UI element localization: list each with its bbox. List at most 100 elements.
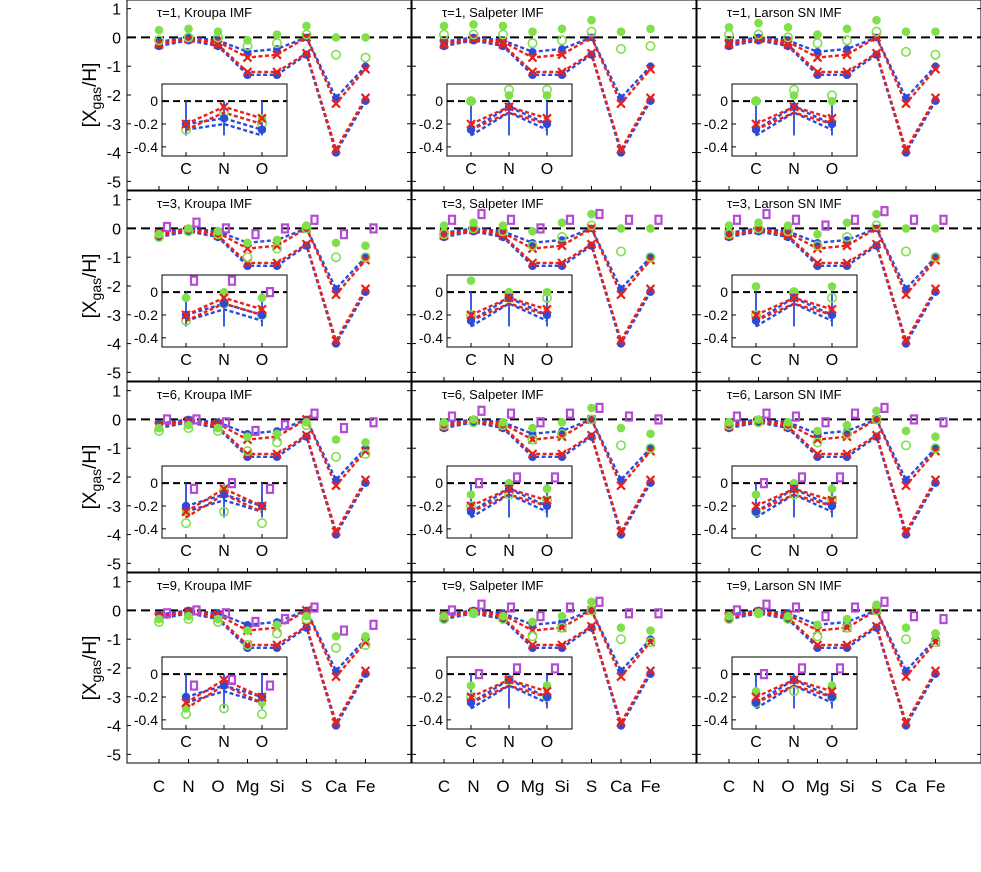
- inset-line-filled-blue: [470, 487, 548, 513]
- inset-line-filled-blue: [755, 296, 833, 322]
- inset-y-tick-label: 0: [720, 284, 728, 300]
- cross-stroke: [557, 67, 567, 77]
- data-point-open-green: [812, 38, 823, 49]
- data-point-filled-green: [842, 218, 852, 227]
- data-point-filled-green: [184, 420, 193, 430]
- data-point-blue-upper: [332, 667, 340, 675]
- inset-y-tick-label: -0.2: [134, 689, 158, 705]
- inset-line-cross-red-lower: [185, 684, 263, 710]
- data-point-blue-upper: [558, 427, 566, 435]
- cross-stroke: [527, 258, 538, 268]
- panel-3-2: τ=6, Salpeter IMF 0 -0.2 -0.4 C N O: [411, 381, 697, 573]
- blue-lower-line: [728, 612, 937, 729]
- data-point-filled-green: [361, 33, 370, 42]
- inset-x-tick-label: O: [826, 352, 838, 369]
- inset-y-tick-label: 0: [720, 666, 728, 682]
- inset-y-tick-label: -0.4: [134, 521, 158, 537]
- inset-x-tick-label: C: [750, 734, 762, 751]
- data-point-purple: [536, 417, 545, 428]
- cross-stroke: [645, 446, 656, 456]
- data-point-cross-red: [930, 475, 941, 485]
- data-point-open-green: [527, 434, 538, 445]
- inset-panel: 0 -0.2 -0.4 C N O: [134, 274, 288, 369]
- panel-title: τ=1, Kroupa IMF: [157, 5, 252, 20]
- inset-point-cross-red: [751, 692, 761, 702]
- y-axis-label: [Xgas/H]: [80, 63, 104, 128]
- y-tick-label: -4: [107, 337, 121, 354]
- data-point-cross-red: [557, 449, 567, 459]
- data-point-purple: [624, 608, 634, 619]
- inset-line-filled-blue: [470, 678, 548, 704]
- panel-1-3: τ=1, Larson SN IMF 0 -0.2 -0.4 C N O: [696, 0, 981, 191]
- data-point-cross-red: [812, 449, 823, 459]
- y-tick-label: 1: [112, 2, 121, 19]
- inset-y-tick-label: -0.2: [419, 498, 443, 514]
- y-tick-label: -5: [107, 365, 121, 382]
- data-point-filled-green: [783, 23, 793, 32]
- data-point-filled-green: [842, 420, 852, 430]
- cross-stroke: [842, 67, 852, 77]
- panel-title: τ=6, Kroupa IMF: [157, 387, 252, 402]
- data-point-open-green: [183, 226, 194, 237]
- inset-x-tick-label: N: [788, 161, 800, 178]
- data-point-purple: [880, 596, 889, 607]
- inset-x-tick-label: O: [541, 161, 553, 178]
- panel-title: τ=9, Kroupa IMF: [157, 578, 252, 593]
- data-point-cross-red: [301, 239, 312, 250]
- data-point-filled-green: [439, 21, 449, 31]
- data-point-cross-red-upper: [360, 446, 371, 456]
- cross-stroke: [827, 304, 837, 315]
- data-point-open-green: [301, 29, 312, 40]
- y-tick-label: 0: [112, 221, 121, 238]
- inset-x-tick-label: O: [256, 734, 268, 751]
- data-point-open-green: [183, 614, 194, 625]
- cross-stroke: [272, 449, 282, 459]
- blue-upper-line: [443, 417, 652, 482]
- cross-stroke: [930, 446, 941, 456]
- data-point-open-green: [154, 232, 165, 243]
- cross-stroke: [301, 48, 312, 59]
- inset-x-tick-label: O: [826, 734, 838, 751]
- cross-stroke: [301, 621, 312, 632]
- inset-line-cross-red-lower: [470, 493, 548, 513]
- inset-x-tick-label: C: [750, 352, 762, 369]
- inset-point-purple: [797, 663, 807, 674]
- inset-point-filled-green: [542, 484, 552, 494]
- x-tick-label: Ca: [325, 777, 347, 796]
- inset-line-cross-red-lower: [185, 493, 263, 519]
- data-point-purple: [477, 405, 486, 416]
- data-point-cross-red-upper: [616, 289, 626, 300]
- data-point-purple: [162, 608, 172, 619]
- data-point-open-green: [871, 220, 882, 231]
- data-point-open-green: [812, 240, 823, 251]
- data-point-open-green: [645, 252, 656, 263]
- data-point-open-green: [301, 223, 312, 234]
- y-tick-label: 1: [112, 384, 121, 401]
- data-point-cross-red: [645, 93, 656, 103]
- cross-stroke: [257, 113, 267, 124]
- cross-stroke: [360, 666, 371, 676]
- data-point-filled-green: [616, 27, 626, 36]
- data-point-filled-green: [528, 617, 537, 627]
- data-point-filled-green: [213, 614, 223, 624]
- cross-stroke: [466, 501, 476, 511]
- data-point-purple: [339, 422, 349, 434]
- x-tick-label: C: [723, 777, 735, 796]
- inset-x-tick-label: C: [180, 543, 192, 560]
- data-point-open-green: [841, 232, 852, 243]
- data-point-filled-green: [331, 33, 341, 42]
- data-point-cross-red-upper: [331, 671, 341, 682]
- data-point-filled-green: [302, 418, 311, 427]
- data-point-open-green: [782, 32, 793, 43]
- data-point-cross-red: [645, 284, 656, 294]
- x-tick-label: S: [871, 777, 882, 796]
- data-point-cross-red-upper: [301, 32, 312, 43]
- inset-line-cross-red-lower: [755, 302, 833, 322]
- cross-stroke: [272, 258, 282, 268]
- cross-stroke: [557, 640, 567, 650]
- inset-point-filled-green: [751, 490, 761, 499]
- x-tick-label: N: [182, 777, 194, 796]
- cross-stroke: [301, 239, 312, 250]
- x-tick-label: Mg: [236, 777, 260, 796]
- cross-stroke: [360, 446, 371, 456]
